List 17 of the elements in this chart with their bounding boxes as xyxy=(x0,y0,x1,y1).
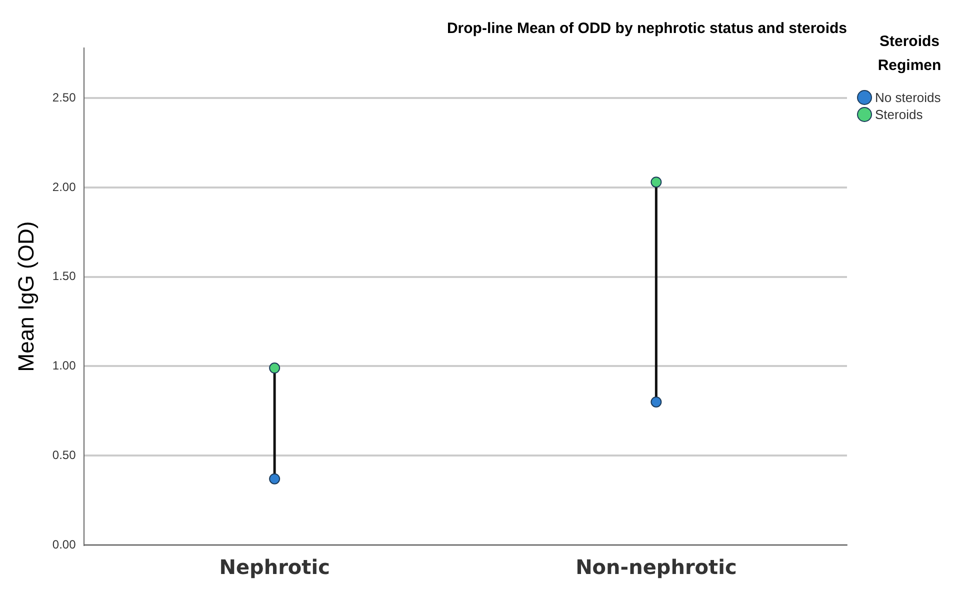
point xyxy=(269,473,280,484)
chart-title: Drop-line Mean of ODD by nephrotic status and steroids xyxy=(446,20,847,38)
y-tick-label: 1.00 xyxy=(52,358,76,373)
x-tick-label: Nephrotic xyxy=(219,555,330,580)
legend-label: Steroids xyxy=(875,107,923,122)
point xyxy=(650,176,662,188)
y-tick-label: 1.50 xyxy=(52,269,76,284)
legend-label: No steroids xyxy=(875,90,941,105)
point xyxy=(650,396,662,408)
x-tick-label: Non-nephrotic xyxy=(576,555,737,580)
y-tick-label: 0.00 xyxy=(52,537,76,552)
y-tick-label: 2.00 xyxy=(52,180,76,194)
y-tick-label: 0.50 xyxy=(52,448,76,462)
y-axis-title: Mean IgG (OD) xyxy=(13,221,38,372)
y-tick-label: 2.50 xyxy=(52,90,76,104)
point xyxy=(269,362,280,374)
legend-title: Steroids Regimen xyxy=(876,32,942,76)
